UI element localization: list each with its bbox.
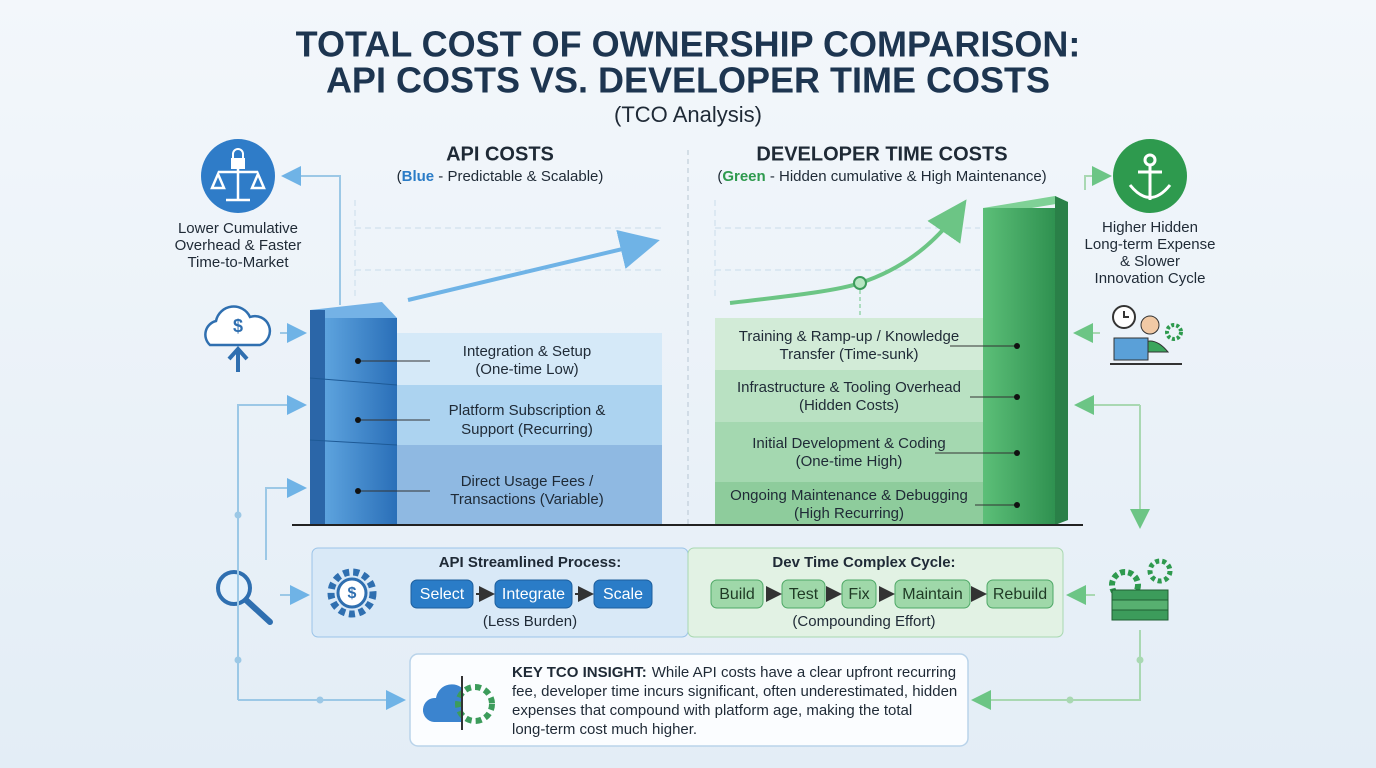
step-pill <box>986 579 1054 609</box>
layer-text: Support (Recurring) <box>461 421 593 438</box>
step-pill <box>494 579 573 609</box>
step-label: Fix <box>848 586 869 603</box>
dev-subheading: (Green - Hidden cumulative & High Mainte… <box>717 168 1046 185</box>
drawback-text: & Slower <box>1120 253 1180 270</box>
process-note: (Less Burden) <box>483 613 577 630</box>
process-note: (Compounding Effort) <box>792 613 935 630</box>
connectors <box>234 166 1150 710</box>
sub-text: - Hidden cumulative & High Maintenance) <box>766 168 1047 185</box>
api-heading: API COSTS <box>446 143 554 165</box>
svg-text:$: $ <box>233 316 243 336</box>
title: TOTAL COST OF OWNERSHIP COMPARISON: <box>296 24 1081 65</box>
benefit-text: Lower Cumulative <box>178 220 298 237</box>
subtitle: (TCO Analysis) <box>614 102 762 127</box>
svg-text:$: $ <box>348 585 357 602</box>
layer-text: Integration & Setup <box>463 343 591 360</box>
api-stack <box>309 229 662 525</box>
step-label: Select <box>420 586 465 603</box>
layer-text: Ongoing Maintenance & Debugging <box>730 487 968 504</box>
insight-icon <box>422 676 495 730</box>
step-pill <box>894 579 971 609</box>
step-pill <box>410 579 474 609</box>
step-label: Scale <box>603 586 643 603</box>
insight-line: While API costs have a clear upfront rec… <box>652 664 956 681</box>
layer-text: Transfer (Time-sunk) <box>780 346 919 363</box>
insight-label: KEY TCO INSIGHT: <box>512 664 647 681</box>
dev-heading: DEVELOPER TIME COSTS <box>756 143 1007 165</box>
right-icons <box>1109 139 1187 621</box>
process-title: Dev Time Complex Cycle: <box>772 554 955 571</box>
paren: ( <box>397 168 402 185</box>
sub-text: - Predictable & Scalable) <box>434 168 603 185</box>
paren: ( <box>717 168 722 185</box>
layer-text: Platform Subscription & <box>449 402 606 419</box>
step-label: Maintain <box>902 586 962 603</box>
step-pill <box>710 579 764 609</box>
step-label: Test <box>789 586 819 603</box>
color-key: Green <box>722 168 765 185</box>
step-label: Integrate <box>502 586 565 603</box>
layer-text: (High Recurring) <box>794 505 904 522</box>
step-pill <box>593 579 653 609</box>
layer-text: (One-time Low) <box>475 361 578 378</box>
insight-line: long-term cost much higher. <box>512 721 697 738</box>
insight-line: fee, developer time incurs significant, … <box>512 683 957 700</box>
step-label: Rebuild <box>993 586 1047 603</box>
step-label: Build <box>719 586 755 603</box>
layer-text: Transactions (Variable) <box>450 491 603 508</box>
insight-box <box>409 653 969 747</box>
benefit-text: Overhead & Faster <box>175 237 302 254</box>
drawback-text: Higher Hidden <box>1102 219 1198 236</box>
layer-text: Direct Usage Fees / <box>461 473 594 490</box>
layer-text: Infrastructure & Tooling Overhead <box>737 379 961 396</box>
layer-text: (One-time High) <box>796 453 903 470</box>
title: API COSTS VS. DEVELOPER TIME COSTS <box>326 60 1050 101</box>
layer-text: Initial Development & Coding <box>752 435 945 452</box>
step-pill <box>781 579 826 609</box>
gear-icon: $ <box>327 568 377 618</box>
drawback-text: Innovation Cycle <box>1095 270 1206 287</box>
layer-text: Training & Ramp-up / Knowledge <box>739 328 959 345</box>
dev-stack <box>715 196 1068 525</box>
step-pill <box>841 579 877 609</box>
left-icons: $ <box>201 139 275 625</box>
process-title: API Streamlined Process: <box>439 554 622 571</box>
api-subheading: (Blue - Predictable & Scalable) <box>397 168 604 185</box>
drawback-text: Long-term Expense <box>1085 236 1216 253</box>
benefit-text: Time-to-Market <box>187 254 289 271</box>
color-key: Blue <box>402 168 435 185</box>
insight-text: KEY TCO INSIGHT: While API costs have a c… <box>512 664 956 681</box>
layer-text: (Hidden Costs) <box>799 397 899 414</box>
insight-line: expenses that compound with platform age… <box>512 702 912 719</box>
